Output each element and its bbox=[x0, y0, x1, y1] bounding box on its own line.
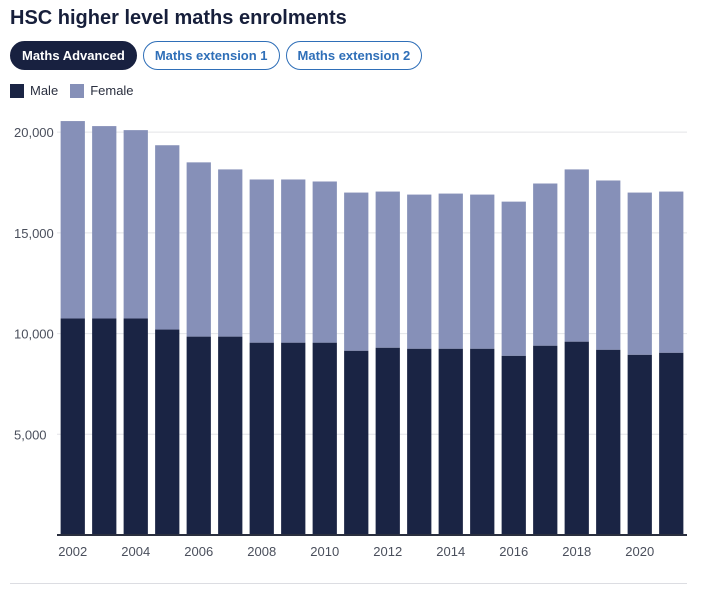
bar-male-2005 bbox=[155, 329, 180, 535]
bar-female-2013 bbox=[407, 194, 432, 349]
bar-female-2020 bbox=[627, 192, 652, 355]
bar-female-2019 bbox=[596, 180, 621, 350]
legend-swatch-male bbox=[10, 83, 24, 98]
bar-male-2012 bbox=[375, 347, 400, 535]
x-tick-label: 2002 bbox=[58, 544, 87, 559]
y-tick-label: 15,000 bbox=[14, 226, 54, 241]
bar-female-2003 bbox=[92, 126, 117, 319]
x-tick-label: 2018 bbox=[562, 544, 591, 559]
y-tick-label: 10,000 bbox=[14, 327, 54, 342]
bar-female-2012 bbox=[375, 191, 400, 348]
bar-male-2011 bbox=[344, 350, 369, 535]
bar-male-2020 bbox=[627, 354, 652, 535]
tab-maths-extension-1[interactable]: Maths extension 1 bbox=[142, 41, 280, 70]
bar-female-2008 bbox=[249, 179, 274, 343]
bar-female-2016 bbox=[501, 201, 526, 356]
bar-male-2002 bbox=[60, 318, 85, 535]
chart-title: HSC higher level maths enrolments bbox=[10, 7, 347, 29]
tab-maths-advanced[interactable]: Maths Advanced bbox=[10, 41, 137, 70]
legend-label-female: Female bbox=[90, 83, 134, 98]
bar-female-2005 bbox=[155, 145, 180, 330]
bar-male-2008 bbox=[249, 342, 274, 535]
tab-maths-extension-2[interactable]: Maths extension 2 bbox=[285, 41, 423, 70]
chart-tabs: Maths Advanced Maths extension 1 Maths e… bbox=[10, 41, 423, 70]
x-tick-label: 2006 bbox=[184, 544, 213, 559]
bar-female-2015 bbox=[470, 194, 495, 349]
bar-female-2009 bbox=[281, 179, 306, 343]
bar-female-2002 bbox=[60, 121, 85, 319]
bar-female-2018 bbox=[564, 169, 589, 342]
x-tick-label: 2004 bbox=[121, 544, 150, 559]
y-tick-label: 5,000 bbox=[14, 427, 47, 442]
bar-female-2007 bbox=[218, 169, 243, 337]
bar-male-2004 bbox=[123, 318, 148, 535]
bar-female-2010 bbox=[312, 181, 337, 343]
x-tick-label: 2016 bbox=[499, 544, 528, 559]
bar-female-2021 bbox=[659, 191, 684, 353]
bar-female-2017 bbox=[533, 183, 558, 346]
footer-divider bbox=[10, 583, 687, 584]
bar-male-2016 bbox=[501, 355, 526, 535]
x-tick-label: 2020 bbox=[625, 544, 654, 559]
bar-female-2014 bbox=[438, 193, 463, 349]
legend-label-male: Male bbox=[30, 83, 59, 98]
bar-male-2014 bbox=[438, 348, 463, 535]
bar-male-2017 bbox=[533, 345, 558, 535]
bar-male-2021 bbox=[659, 352, 684, 535]
bar-male-2010 bbox=[312, 342, 337, 535]
chart-legend: Male Female bbox=[10, 83, 134, 98]
bar-female-2006 bbox=[186, 162, 211, 337]
x-tick-label: 2012 bbox=[373, 544, 402, 559]
x-tick-label: 2008 bbox=[247, 544, 276, 559]
bar-female-2004 bbox=[123, 130, 148, 319]
bar-female-2011 bbox=[344, 192, 369, 351]
bar-male-2013 bbox=[407, 348, 432, 535]
y-tick-label: 20,000 bbox=[14, 125, 54, 140]
legend-swatch-female bbox=[70, 83, 85, 98]
x-tick-label: 2014 bbox=[436, 544, 465, 559]
bar-male-2018 bbox=[564, 341, 589, 535]
bar-male-2015 bbox=[470, 348, 495, 535]
bar-male-2009 bbox=[281, 342, 306, 535]
bar-male-2003 bbox=[92, 318, 117, 535]
legend-item-female: Female bbox=[70, 83, 134, 98]
bar-male-2019 bbox=[596, 349, 621, 535]
legend-item-male: Male bbox=[10, 83, 58, 98]
bar-male-2006 bbox=[186, 336, 211, 535]
bar-male-2007 bbox=[218, 336, 243, 535]
x-tick-label: 2010 bbox=[310, 544, 339, 559]
